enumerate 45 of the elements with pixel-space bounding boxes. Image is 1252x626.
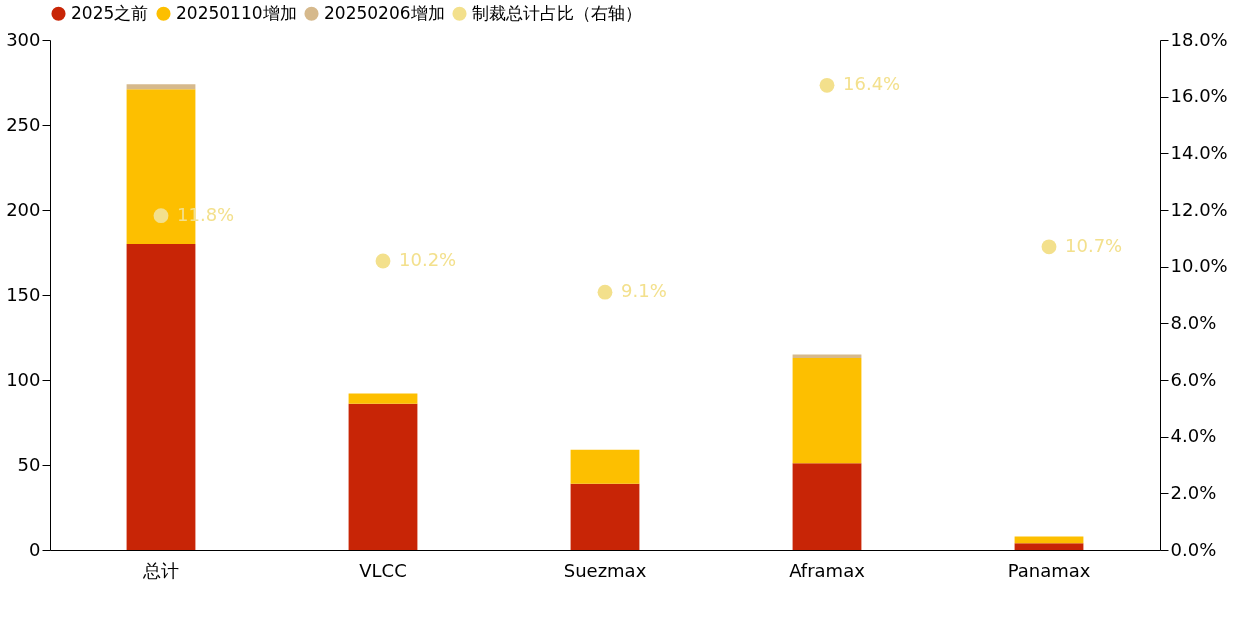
y-tick-label: 0 xyxy=(29,538,41,560)
bar xyxy=(792,463,862,550)
y2-tick-label: 2.0% xyxy=(1170,481,1217,503)
y-tick-label: 150 xyxy=(6,283,41,305)
bar xyxy=(792,357,862,464)
x-tick-label: Aframax xyxy=(789,559,866,581)
point xyxy=(819,77,835,93)
y2-tick-label: 6.0% xyxy=(1170,368,1217,390)
bar xyxy=(348,393,418,404)
y2-tick-label: 4.0% xyxy=(1170,425,1217,447)
y2-tick-label: 12.0% xyxy=(1170,198,1228,220)
y-tick-label: 200 xyxy=(6,198,41,220)
point xyxy=(597,284,613,300)
data-label: 9.1% xyxy=(621,280,667,302)
y2-tick-label: 18.0% xyxy=(1170,28,1228,50)
y2-tick-label: 0.0% xyxy=(1170,538,1217,560)
legend-label: 制裁总计占比（右轴） xyxy=(472,2,642,23)
bar xyxy=(126,84,196,90)
x-tick-label: VLCC xyxy=(359,559,407,581)
x-tick-label: Panamax xyxy=(1007,559,1091,581)
data-label: 10.2% xyxy=(399,249,457,270)
y-tick-label: 100 xyxy=(6,368,41,390)
bar xyxy=(570,483,640,550)
data-label: 16.4% xyxy=(843,73,901,95)
y-tick-label: 50 xyxy=(17,453,41,475)
bar xyxy=(1014,543,1084,550)
y2-tick-label: 16.0% xyxy=(1170,85,1228,107)
bar xyxy=(348,403,418,550)
point xyxy=(375,253,391,269)
x-tick-label: Suezmax xyxy=(563,559,647,581)
y-tick-label: 300 xyxy=(6,28,41,50)
y2-tick-label: 8.0% xyxy=(1170,311,1217,333)
legend-label: 2025之前 xyxy=(71,2,149,23)
x-tick-label: 总计 xyxy=(142,559,179,581)
y2-tick-label: 10.0% xyxy=(1170,255,1228,277)
point xyxy=(153,208,169,224)
y-tick-label: 250 xyxy=(6,113,41,135)
data-label: 10.7% xyxy=(1065,234,1123,256)
bar xyxy=(570,449,640,484)
y2-tick-label: 14.0% xyxy=(1170,141,1228,163)
point xyxy=(1041,239,1057,255)
bar xyxy=(126,244,196,550)
bar xyxy=(1014,536,1084,544)
legend-label: 20250206增加 xyxy=(324,2,445,23)
legend-label: 20250110增加 xyxy=(176,2,297,23)
